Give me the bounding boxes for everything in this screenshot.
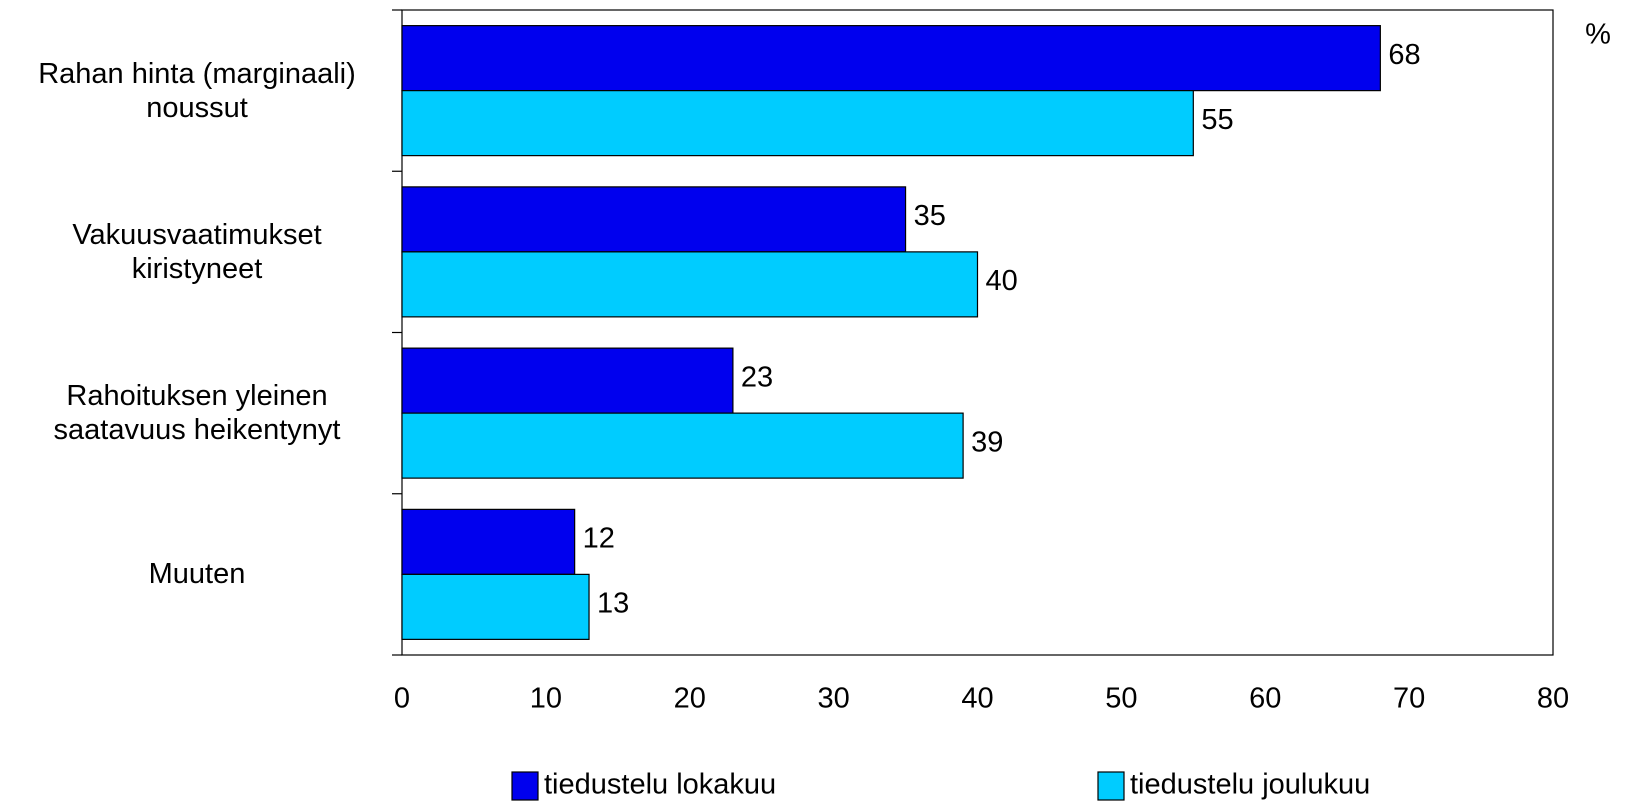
- y-tick-label: Rahan hinta (marginaali) noussut: [38, 57, 356, 124]
- x-tick-label: 80: [1537, 683, 1569, 715]
- legend-label: tiedustelu lokakuu: [544, 769, 776, 801]
- x-tick-label: 10: [530, 683, 562, 715]
- data-label: 13: [597, 588, 629, 620]
- data-label: 35: [914, 200, 946, 232]
- x-tick-label: 60: [1249, 683, 1281, 715]
- bar: [401, 573, 590, 640]
- bar: [401, 90, 1194, 157]
- data-label: 12: [583, 523, 615, 555]
- bar: [401, 251, 979, 318]
- y-tick-label: Vakuusvaatimukset kiristyneet: [72, 218, 322, 285]
- x-tick-label: 70: [1393, 683, 1425, 715]
- data-label: 68: [1388, 39, 1420, 71]
- legend-swatch: [511, 771, 539, 801]
- data-label: 23: [741, 361, 773, 393]
- x-tick-label: 0: [394, 683, 410, 715]
- x-tick-label: 50: [1105, 683, 1137, 715]
- data-label: 55: [1201, 104, 1233, 136]
- data-label: 39: [971, 426, 1003, 458]
- bar: [401, 412, 964, 479]
- y-tick-label: Muuten: [148, 558, 246, 591]
- legend-label: tiedustelu joulukuu: [1130, 769, 1370, 801]
- y-tick-label: Rahoituksen yleinen saatavuus heikentyny…: [53, 380, 341, 447]
- x-tick-label: 40: [961, 683, 993, 715]
- x-tick-label: 20: [674, 683, 706, 715]
- x-tick-label: 30: [817, 683, 849, 715]
- bar: [401, 25, 1381, 92]
- bar: [401, 186, 907, 253]
- unit-label: %: [1585, 19, 1611, 51]
- legend-swatch: [1097, 771, 1125, 801]
- bar: [401, 508, 576, 575]
- bar: [401, 347, 734, 414]
- data-label: 40: [986, 265, 1018, 297]
